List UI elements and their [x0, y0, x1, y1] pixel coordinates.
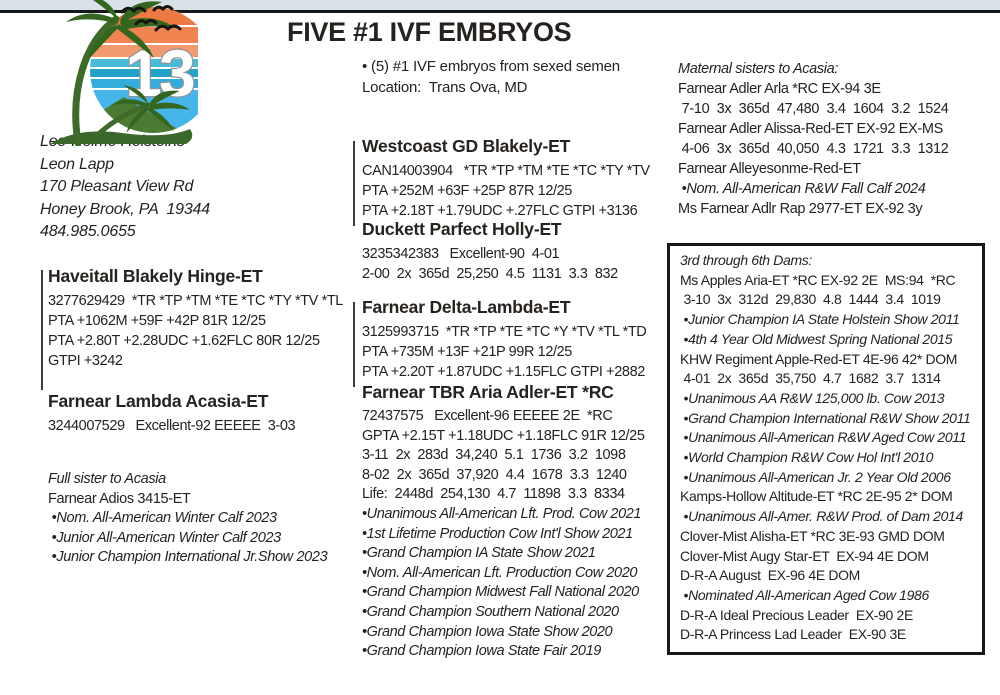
pedigree-data-line: PTA +2.18T +1.79UDC +.27FLC GTPI +3136 [362, 203, 638, 219]
pedigree-data-line: PTA +252M +63F +25P 87R 12/25 [362, 183, 572, 199]
animal-name: Duckett Parfect Holly-ET [362, 219, 562, 239]
full-sister-line: •Nom. All-American Winter Calf 2023 [48, 510, 277, 526]
dam-history-line: •Unanimous All-American Jr. 2 Year Old 2… [680, 468, 951, 485]
pedigree-data-line: PTA +2.80T +2.28UDC +1.62FLC 80R 12/25 [48, 333, 320, 349]
dam-history-line: •Junior Champion IA State Holstein Show … [680, 311, 960, 328]
full-sister-line: Full sister to Acasia [48, 471, 166, 487]
header-rule [0, 10, 1000, 13]
pedigree-data-line: Life: 2448d 254,130 4.7 11898 3.3 8334 [362, 486, 625, 503]
dam-history-line: •Nominated All-American Aged Cow 1986 [680, 586, 930, 603]
pedigree-block-delta-lambda: Farnear Delta-Lambda-ET 3125993715 *TR *… [362, 297, 647, 382]
seller-contact-line: 170 Pleasant View Rd [40, 178, 194, 195]
dam-history-line: •4th 4 Year Old Midwest Spring National … [680, 330, 953, 347]
pedigree-data-line: 8-02 2x 365d 37,920 4.4 1678 3.3 1240 [362, 466, 627, 483]
pedigree-data-line: 3125993715 *TR *TP *TE *TC *Y *TV *TL *T… [362, 324, 647, 340]
dam-history-line: KHW Regiment Apple-Red-ET 4E-96 42* DOM [680, 350, 958, 367]
pedigree-data-line: •Grand Champion Iowa State Fair 2019 [362, 643, 601, 660]
pedigree-data-line: •Grand Champion IA State Show 2021 [362, 545, 596, 562]
pedigree-block-aria-adler: Farnear TBR Aria Adler-ET *RC 72437575 E… [362, 382, 645, 662]
maternal-sister-line: Farnear Adler Alissa-Red-ET EX-92 EX-MS [678, 121, 943, 137]
page-title: FIVE #1 IVF EMBRYOS [287, 17, 572, 47]
pedigree-bracket [353, 141, 355, 226]
seller-contact-line: Honey Brook, PA 19344 [40, 200, 210, 218]
pedigree-bracket [41, 270, 43, 390]
pedigree-data-line: •Grand Champion Iowa State Show 2020 [362, 623, 613, 640]
dam-history-line: 4-01 2x 365d 35,750 4.7 1682 3.7 1314 [680, 370, 941, 387]
pedigree-data-line: 3277629429 *TR *TP *TM *TE *TC *TY *TV *… [48, 293, 343, 309]
palm-tree-icon [66, 0, 190, 146]
maternal-sister-line: 4-06 3x 365d 40,050 4.3 1721 3.3 1312 [678, 141, 949, 157]
island-base [50, 129, 193, 144]
full-sister-line: •Junior All-American Winter Calf 2023 [48, 529, 282, 546]
pedigree-data-line: 2-00 2x 365d 25,250 4.5 1131 3.3 832 [362, 266, 618, 282]
lot-description: • (5) #1 IVF embryos from sexed semen Lo… [362, 56, 620, 98]
pedigree-data-line: •Unanimous All-American Lft. Prod. Cow 2… [362, 505, 642, 522]
dam-history-line: •World Champion R&W Cow Hol Int'l 2010 [680, 449, 934, 466]
pedigree-data-line: 3244007529 Excellent-92 EEEEE 3-03 [48, 418, 296, 434]
lot-location: Location: Trans Ova, MD [362, 79, 528, 96]
pedigree-data-line: CAN14003904 *TR *TP *TM *TE *TC *TY *TV [362, 163, 650, 179]
dam-history-line: D-R-A Princess Lad Leader EX-90 3E [680, 626, 906, 643]
pedigree-block-westcoast: Westcoast GD Blakely-ET CAN14003904 *TR … [362, 136, 650, 221]
dam-history-line: D-R-A Ideal Precious Leader EX-90 2E [680, 606, 913, 623]
pedigree-data-line: GTPI +3242 [48, 353, 123, 369]
birds-icon [120, 5, 182, 32]
header-band [0, 0, 1000, 10]
maternal-sister-line: •Nom. All-American R&W Fall Calf 2024 [678, 181, 926, 197]
maternal-sister-line: Farnear Adler Arla *RC EX-94 3E [678, 81, 881, 97]
dam-history-line: •Unanimous All-Amer. R&W Prod. of Dam 20… [680, 508, 964, 525]
maternal-sisters-block: Maternal sisters to Acasia: Farnear Adler… [678, 59, 949, 219]
full-sister-block: Full sister to Acasia Farnear Adios 3415-… [48, 470, 328, 568]
pedigree-bracket [353, 302, 355, 387]
maternal-sister-line: Ms Farnear Adlr Rap 2977-ET EX-92 3y [678, 201, 923, 217]
pedigree-data-line: •1st Lifetime Production Cow Int'l Show … [362, 525, 633, 542]
pedigree-data-line: GPTA +2.15T +1.18UDC +1.18FLC 91R 12/25 [362, 427, 645, 444]
dam-history-line: Kamps-Hollow Altitude-ET *RC 2E-95 2* DO… [680, 488, 953, 505]
pedigree-data-line: PTA +1062M +59F +42P 81R 12/25 [48, 313, 266, 329]
animal-name: Farnear Lambda Acasia-ET [48, 391, 269, 411]
pedigree-data-line: 3235342383 Excellent-90 4-01 [362, 246, 560, 262]
dam-history-line: D-R-A August EX-96 4E DOM [680, 567, 860, 584]
seller-contact-line: Leon Lapp [40, 155, 114, 173]
lot-description-bullet: • (5) #1 IVF embryos from sexed semen [362, 58, 620, 75]
dam-history-line: Clover-Mist Augy Star-ET EX-94 4E DOM [680, 547, 929, 564]
seller-contact-line: 484.985.0655 [40, 223, 136, 240]
pedigree-data-line: 3-11 2x 283d 34,240 5.1 1736 3.2 1098 [362, 447, 626, 464]
maternal-sister-line: 7-10 3x 365d 47,480 3.4 1604 3.2 1524 [678, 101, 949, 117]
dam-history-line: •Unanimous AA R&W 125,000 lb. Cow 2013 [680, 389, 945, 406]
pedigree-block-hinge: Haveitall Blakely Hinge-ET 3277629429 *T… [48, 266, 343, 371]
full-sister-line: •Junior Champion International Jr.Show 2… [48, 549, 328, 565]
maternal-sister-line: Maternal sisters to Acasia: [678, 61, 839, 77]
full-sister-line: Farnear Adios 3415-ET [48, 490, 191, 507]
lot-logo: 13 [50, 0, 198, 146]
pedigree-data-line: •Grand Champion Southern National 2020 [362, 603, 619, 620]
pedigree-block-acasia: Farnear Lambda Acasia-ET 3244007529 Exce… [48, 391, 296, 436]
animal-name: Farnear TBR Aria Adler-ET *RC [362, 382, 614, 402]
pedigree-block-duckett: Duckett Parfect Holly-ET 3235342383 Exce… [362, 219, 618, 284]
animal-name: Haveitall Blakely Hinge-ET [48, 266, 263, 286]
pedigree-data-line: •Nom. All-American Lft. Production Cow 2… [362, 564, 638, 581]
pedigree-data-line: •Grand Champion Midwest Fall National 20… [362, 584, 639, 601]
animal-name: Westcoast GD Blakely-ET [362, 136, 571, 156]
dam-history-line: 3rd through 6th Dams: [680, 252, 812, 268]
dam-history-line: Ms Apples Aria-ET *RC EX-92 2E MS:94 *RC [680, 271, 956, 288]
pedigree-data-line: 72437575 Excellent-96 EEEEE 2E *RC [362, 408, 613, 424]
dams-box: 3rd through 6th Dams: Ms Apples Aria-ET *… [667, 243, 985, 655]
pedigree-data-line: PTA +2.20T +1.87UDC +1.15FLC GTPI +2882 [362, 364, 645, 380]
animal-name: Farnear Delta-Lambda-ET [362, 297, 571, 317]
dam-history-line: Clover-Mist Alisha-ET *RC 3E-93 GMD DOM [680, 527, 945, 544]
maternal-sister-line: Farnear Alleyesonme-Red-ET [678, 161, 861, 177]
dam-history-line: •Unanimous All-American R&W Aged Cow 201… [680, 429, 967, 446]
pedigree-data-line: PTA +735M +13F +21P 99R 12/25 [362, 344, 572, 360]
dam-history-line: •Grand Champion International R&W Show 2… [680, 409, 971, 426]
dam-history-line: 3-10 3x 312d 29,830 4.8 1444 3.4 1019 [680, 291, 941, 308]
